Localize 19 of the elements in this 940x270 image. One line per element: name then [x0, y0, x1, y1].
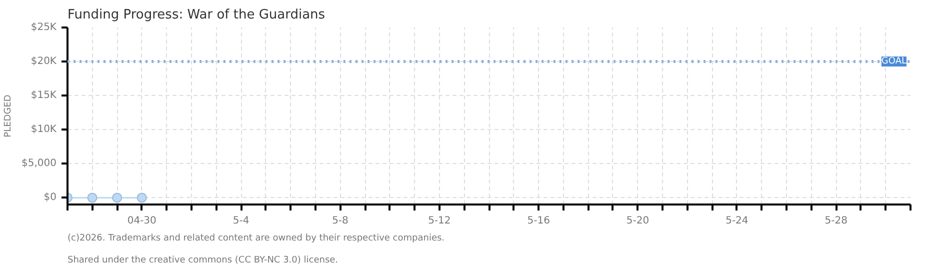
y-tick-label: $15K — [30, 90, 57, 102]
y-tick-label: $25K — [30, 22, 57, 33]
y-tick-label: $0 — [44, 192, 57, 204]
x-tick-label: 5-8 — [332, 216, 348, 226]
y-tick-label: $5,000 — [22, 158, 57, 170]
x-tick-label: 5-28 — [824, 216, 848, 226]
ref-line-label: GOAL — [881, 56, 907, 67]
y-axis-title: PLEDGED — [4, 94, 14, 138]
x-tick-label: 5-4 — [232, 216, 250, 226]
y-tick-label: $10K — [30, 124, 57, 136]
y-tick-label: $20K — [30, 56, 57, 68]
x-tick-label: 5-12 — [428, 216, 451, 226]
x-tick-label: 5-16 — [527, 216, 550, 226]
x-tick-label: 5-20 — [626, 216, 650, 226]
text: (c)2026. Trademarks and related content are owned by their respective companies. — [68, 234, 445, 244]
x-tick-label: 5-24 — [726, 216, 748, 226]
x-tick-label: 04-30 — [127, 216, 156, 226]
text: Shared under the creative commons (CC BY-NC 3.0) license. — [68, 256, 338, 266]
chart-title: Funding Progress: War of the Guardians — [68, 8, 326, 22]
